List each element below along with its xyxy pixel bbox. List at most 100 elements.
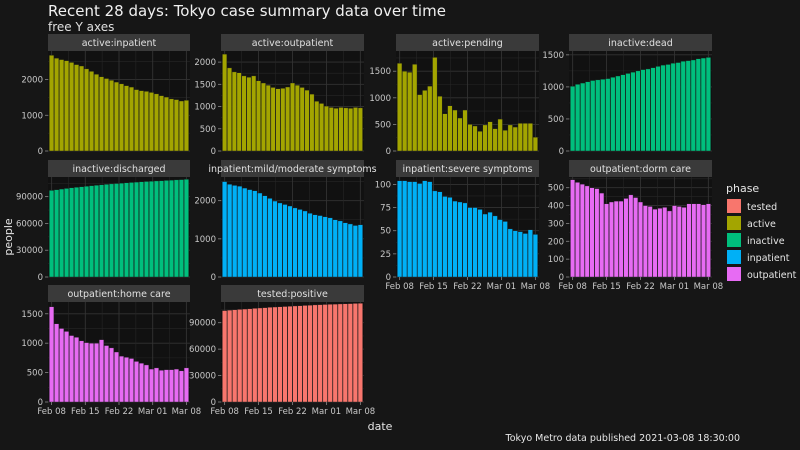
facet-strip <box>48 285 190 302</box>
legend-label: active <box>747 219 776 230</box>
bar <box>462 109 468 152</box>
legend: phase tested active inactive inpatient outpat… <box>726 182 797 281</box>
bar <box>232 309 238 403</box>
bar <box>158 370 164 403</box>
chart-subtitle: free Y axes <box>48 20 115 34</box>
bar <box>236 72 242 152</box>
bar <box>222 310 228 403</box>
bar <box>79 340 85 403</box>
bar <box>589 187 595 278</box>
bar <box>487 211 493 278</box>
y-tick-label: 0 <box>211 273 216 283</box>
bar <box>457 201 463 278</box>
y-tick-label: 90000 <box>189 319 216 329</box>
bar <box>412 64 418 152</box>
bar <box>352 303 358 403</box>
facet-label: inactive:dead <box>608 38 672 49</box>
bar <box>252 308 258 403</box>
bar <box>322 304 328 403</box>
bar <box>109 347 115 403</box>
bar <box>307 304 313 403</box>
bar <box>512 230 518 278</box>
bar <box>302 305 308 403</box>
bar <box>178 370 184 403</box>
bar <box>635 70 641 152</box>
legend-label: tested <box>747 202 777 213</box>
bar <box>512 126 518 152</box>
bar <box>84 185 90 278</box>
y-tick-label: 0 <box>559 147 564 157</box>
bar <box>49 306 55 403</box>
bar <box>312 214 318 278</box>
facet-panel: active:pending 0 500 1000 1500 <box>369 34 539 157</box>
bar <box>705 203 711 278</box>
bar <box>143 91 149 152</box>
bar <box>594 188 600 278</box>
bar <box>492 215 498 278</box>
bar <box>452 200 458 278</box>
bar <box>667 210 673 278</box>
bar <box>442 113 448 152</box>
y-tick-label: 90000 <box>16 193 43 203</box>
bar <box>251 75 257 152</box>
x-axis-title: date <box>368 420 393 433</box>
bar <box>645 68 651 152</box>
y-tick-label: 300 <box>548 219 564 229</box>
y-tick-label: 0 <box>386 147 391 157</box>
bar <box>133 181 139 278</box>
facet-panel: active:outpatient 0 500 1000 1500 2000 <box>194 34 364 157</box>
bar <box>123 85 129 152</box>
y-tick-label: 60000 <box>189 345 216 355</box>
bar <box>462 202 468 278</box>
bar <box>138 362 144 403</box>
bar <box>153 367 159 403</box>
facet-strip <box>569 34 712 51</box>
bar <box>262 195 268 278</box>
bar <box>309 93 315 152</box>
bar <box>705 57 711 152</box>
x-tick-label: Mar 01 <box>312 407 342 417</box>
bar <box>333 108 339 152</box>
bar <box>74 187 80 278</box>
bar <box>158 95 164 152</box>
bar <box>277 202 283 278</box>
bar <box>272 306 278 403</box>
bar <box>173 179 179 278</box>
bar <box>570 179 576 278</box>
legend-key <box>727 250 741 264</box>
bar <box>690 59 696 152</box>
bar <box>447 105 453 152</box>
bar <box>628 194 634 278</box>
facet-panel: outpatient:home care 0 500 1000 1500 Feb 08 Fe… <box>21 285 201 417</box>
bar <box>265 85 271 152</box>
bar <box>133 361 139 403</box>
bar <box>114 351 120 403</box>
bar <box>290 82 295 152</box>
x-tick-label: Mar 08 <box>172 407 202 417</box>
bar <box>615 75 621 152</box>
bar <box>457 117 463 152</box>
bar <box>178 100 184 152</box>
bar <box>657 208 663 278</box>
bar <box>647 206 653 278</box>
bar <box>472 207 478 278</box>
bar <box>69 187 75 278</box>
y-tick-label: 1000 <box>194 103 216 113</box>
facet-label: inactive:discharged <box>72 164 165 175</box>
bar <box>148 368 154 403</box>
bar <box>532 136 538 152</box>
bar <box>163 369 169 403</box>
y-tick-label: 400 <box>548 202 564 212</box>
bar <box>357 224 363 278</box>
bar <box>267 198 273 278</box>
y-tick-label: 1000 <box>542 83 564 93</box>
bar <box>104 184 110 278</box>
bar <box>163 180 169 278</box>
bar <box>681 207 687 278</box>
legend-title: phase <box>726 182 759 195</box>
bar <box>487 121 493 152</box>
y-tick-label: 2000 <box>194 58 216 68</box>
bar <box>497 219 503 278</box>
chart-title: Recent 28 days: Tokyo case summary data … <box>48 2 446 20</box>
